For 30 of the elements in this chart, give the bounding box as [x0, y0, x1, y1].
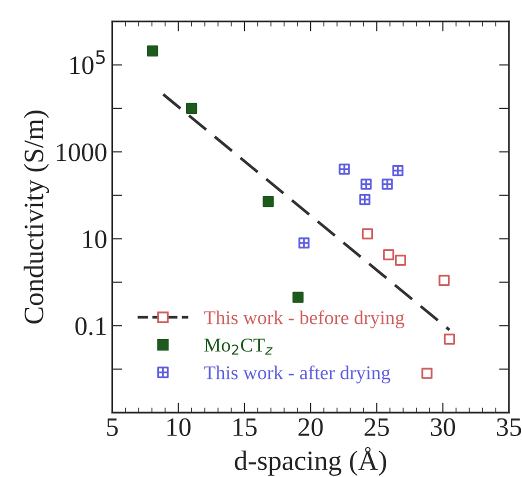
- y-tick-label: 10$^{5}$: [70, 50, 105, 74]
- y-tick-label: 10: [83, 230, 106, 248]
- point: [359, 194, 370, 206]
- point: [147, 45, 158, 56]
- point: [394, 254, 406, 266]
- x-tick-label: 25: [364, 418, 389, 436]
- x-axis-title: d-spacing (Å): [234, 446, 386, 476]
- x-tick-label: 15: [234, 418, 257, 436]
- x-tick-label: 5: [107, 418, 118, 436]
- y-axis-title: Conductivity (S/m): [24, 110, 50, 324]
- point: [382, 178, 393, 190]
- x-tick-label: 10: [167, 418, 191, 436]
- point: [444, 334, 456, 345]
- x-tick-label: 20: [298, 418, 323, 436]
- point: [421, 368, 433, 379]
- legend-label: This work - before drying: [204, 310, 404, 328]
- point: [292, 292, 304, 303]
- point: [362, 228, 374, 240]
- point: [338, 164, 350, 175]
- y-tick-label: 1000: [56, 143, 106, 162]
- point: [262, 196, 274, 208]
- y-tick-label: 0.1: [75, 317, 106, 336]
- x-tick-label: 35: [497, 418, 522, 436]
- x-tick-label: 30: [430, 418, 456, 436]
- legend-label: This work - after drying: [204, 365, 390, 384]
- point: [383, 249, 394, 260]
- point: [360, 178, 372, 190]
- point: [438, 274, 450, 286]
- point: [186, 102, 198, 114]
- legend-label: Mo$_{2}$CT$_{z}$: [204, 338, 273, 355]
